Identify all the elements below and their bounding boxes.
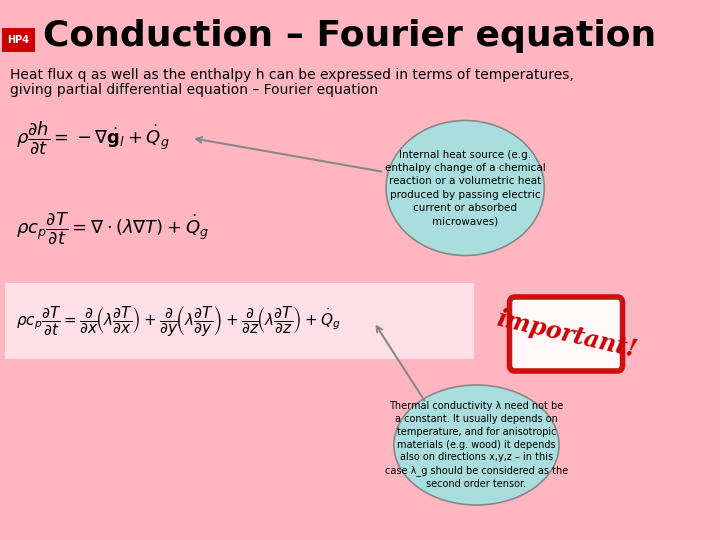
FancyBboxPatch shape xyxy=(510,297,623,371)
Text: Conduction – Fourier equation: Conduction – Fourier equation xyxy=(43,19,657,53)
Ellipse shape xyxy=(394,385,559,505)
FancyBboxPatch shape xyxy=(5,283,474,359)
Ellipse shape xyxy=(386,120,544,255)
Text: $\rho c_p \dfrac{\partial T}{\partial t} = \dfrac{\partial}{\partial x}\!\left(\: $\rho c_p \dfrac{\partial T}{\partial t}… xyxy=(16,303,341,339)
Text: Thermal conductivity λ need not be
a constant. It usually depends on
temperature: Thermal conductivity λ need not be a con… xyxy=(384,401,568,489)
Text: $\rho c_p \dfrac{\partial T}{\partial t} = \nabla \cdot (\lambda \nabla T) + \do: $\rho c_p \dfrac{\partial T}{\partial t}… xyxy=(16,210,209,246)
Text: Heat flux q as well as the enthalpy h can be expressed in terms of temperatures,: Heat flux q as well as the enthalpy h ca… xyxy=(10,68,574,82)
Text: HP4: HP4 xyxy=(7,35,30,45)
Text: giving partial differential equation – Fourier equation: giving partial differential equation – F… xyxy=(10,83,379,97)
Text: $\rho \dfrac{\partial h}{\partial t} = -\nabla \dot{\mathbf{g}}_l + \dot{Q}_g$: $\rho \dfrac{\partial h}{\partial t} = -… xyxy=(16,119,169,157)
FancyBboxPatch shape xyxy=(1,28,35,52)
Text: Internal heat source (e.g.
enthalpy change of a chemical
reaction or a volumetri: Internal heat source (e.g. enthalpy chan… xyxy=(384,150,546,226)
Text: important!: important! xyxy=(495,306,639,362)
